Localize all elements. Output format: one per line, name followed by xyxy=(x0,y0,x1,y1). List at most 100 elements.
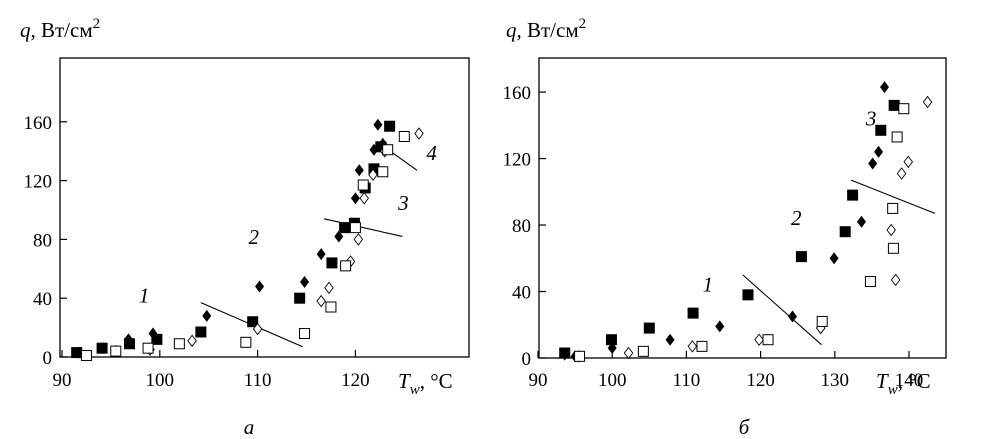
x-tick-label: 90 xyxy=(529,370,548,391)
data-point xyxy=(874,145,884,158)
data-point xyxy=(574,350,586,362)
data-point xyxy=(316,294,326,308)
data-point xyxy=(795,251,807,263)
data-point xyxy=(398,131,410,142)
y-axis-label: q, Вт/см2 xyxy=(506,16,586,42)
data-point xyxy=(359,191,369,205)
data-point xyxy=(847,189,859,201)
data-point xyxy=(350,192,360,205)
data-point xyxy=(623,346,634,360)
data-point xyxy=(80,350,92,362)
series-filled-square xyxy=(71,120,396,359)
y-tick-label: 40 xyxy=(512,283,531,304)
data-point xyxy=(816,315,828,327)
data-point xyxy=(605,334,617,346)
y-tick-label: 160 xyxy=(24,113,53,134)
x-axis-label: Tw, °С xyxy=(398,369,453,398)
data-point xyxy=(887,242,899,254)
region-label: 1 xyxy=(139,284,150,308)
data-point xyxy=(252,322,263,336)
data-point xyxy=(299,327,311,339)
data-point xyxy=(762,334,774,346)
data-point xyxy=(384,120,396,132)
data-point xyxy=(788,310,798,323)
region-label: 1 xyxy=(703,273,714,297)
regime-boundary-line xyxy=(850,179,936,214)
data-point xyxy=(326,257,338,269)
data-point xyxy=(890,273,901,287)
y-tick-label: 80 xyxy=(33,230,52,251)
data-point xyxy=(110,345,122,357)
data-point xyxy=(375,141,387,153)
x-tick-label: 110 xyxy=(673,370,701,391)
y-tick-label: 120 xyxy=(503,150,532,171)
region-label: 2 xyxy=(248,225,259,249)
data-point xyxy=(687,307,699,319)
x-axis-label: Tw, °С xyxy=(876,369,931,398)
panel-caption: а xyxy=(244,415,255,439)
y-tick-label: 0 xyxy=(522,349,532,370)
x-tick-label: 100 xyxy=(598,370,627,391)
data-point xyxy=(687,340,698,353)
data-point xyxy=(202,309,212,322)
panel-caption: б xyxy=(739,415,751,439)
regime-boundary-line xyxy=(742,274,822,346)
data-point xyxy=(368,168,378,181)
data-point xyxy=(922,95,933,109)
data-point xyxy=(857,215,867,228)
region-label: 3 xyxy=(865,106,877,130)
data-point xyxy=(294,292,306,304)
data-point xyxy=(643,322,655,334)
data-point xyxy=(896,167,907,180)
series-open-square xyxy=(574,103,910,362)
region-label: 4 xyxy=(426,141,437,165)
data-point xyxy=(96,342,108,354)
data-point xyxy=(240,336,252,348)
data-point xyxy=(123,338,135,350)
data-point xyxy=(875,124,887,136)
x-tick-label: 120 xyxy=(341,370,370,391)
data-point xyxy=(887,202,899,214)
data-point xyxy=(340,260,352,272)
x-tick-label: 90 xyxy=(53,370,72,391)
data-point xyxy=(142,342,154,354)
data-point xyxy=(888,99,900,111)
data-point xyxy=(868,157,878,170)
data-point xyxy=(864,276,876,288)
chart-panel-1: 0 40 80 120 160 90 100 110 120 q, Вт/см2 Tw, °С а 1 2… xyxy=(20,16,470,439)
data-point xyxy=(665,333,675,346)
region-label: 3 xyxy=(397,191,409,215)
x-tick-label: 130 xyxy=(821,370,850,391)
x-tick-label: 100 xyxy=(146,370,175,391)
chart-panel-2: 0 40 80 120 160 90 100 110 120 130 140 q, Вт/см2 Tw,… xyxy=(503,16,947,439)
data-point xyxy=(839,226,851,238)
data-point xyxy=(715,320,725,333)
data-point xyxy=(559,347,571,359)
regime-boundary-line xyxy=(323,218,403,237)
data-point xyxy=(187,334,197,348)
data-point xyxy=(373,118,383,131)
series-open-diamond xyxy=(574,95,933,363)
x-tick-label: 110 xyxy=(244,370,272,391)
data-point xyxy=(696,340,708,352)
data-point xyxy=(353,233,364,246)
data-point xyxy=(316,248,326,261)
plot-frame xyxy=(538,57,947,359)
data-point xyxy=(71,347,83,359)
y-tick-label: 80 xyxy=(512,216,531,237)
data-point xyxy=(880,81,890,94)
y-tick-label: 40 xyxy=(33,289,52,310)
y-axis-label: q, Вт/см2 xyxy=(20,16,100,42)
data-point xyxy=(151,333,163,345)
data-point xyxy=(354,164,364,177)
series-filled-diamond xyxy=(560,81,890,363)
region-label: 2 xyxy=(791,206,802,230)
data-point xyxy=(377,166,389,178)
data-point xyxy=(255,280,265,293)
data-point xyxy=(324,281,334,295)
data-point xyxy=(742,289,754,301)
data-point xyxy=(891,131,903,143)
series-open-diamond xyxy=(111,127,424,358)
y-tick-label: 160 xyxy=(503,83,532,104)
